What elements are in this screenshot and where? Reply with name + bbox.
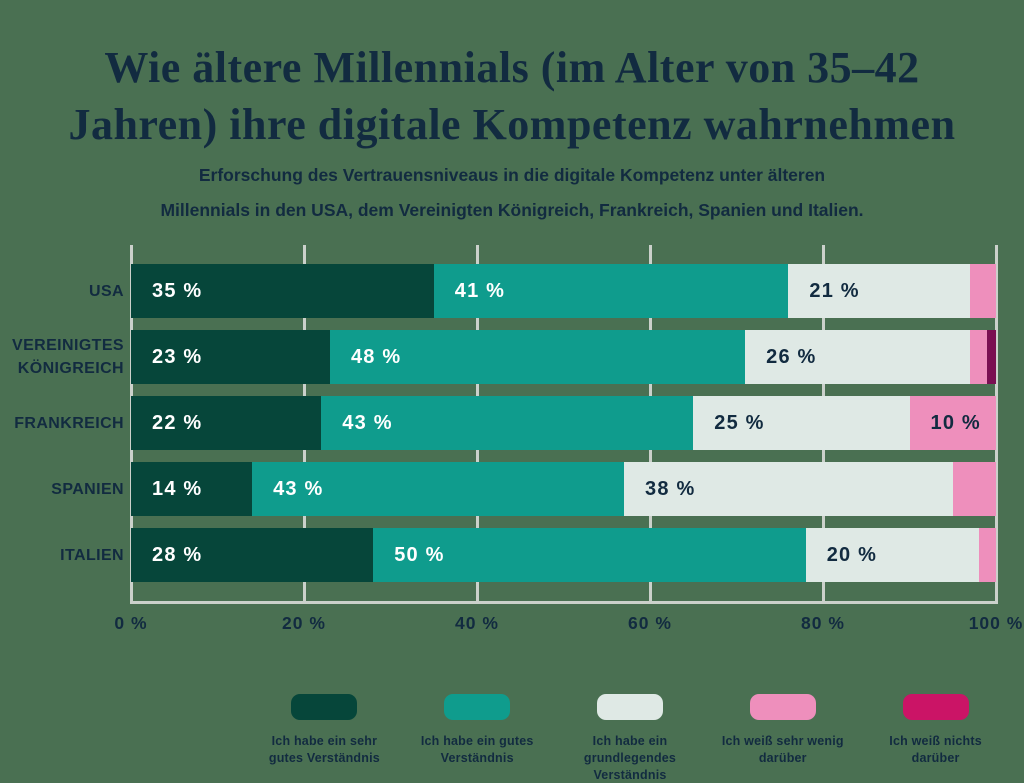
- legend-label-line: Ich habe ein gutes: [420, 734, 534, 748]
- chart-subtitle-line-2: Millennials in den USA, dem Vereinigten …: [160, 199, 864, 220]
- legend-label-line: Ich habe ein sehr: [271, 734, 378, 748]
- category-label-text: SPANIEN: [51, 480, 124, 498]
- bar-segment-spanien-ich-habe-ein-gutes-verst-ndnis: 43 %: [252, 462, 625, 516]
- legend-label-line: Ich weiß sehr wenig: [721, 734, 844, 748]
- value-label: 41 %: [454, 279, 506, 302]
- legend-item-ich-habe-ein-sehr-gutes-verst-ndnis: Ich habe ein sehr gutes Verständnis: [248, 694, 401, 783]
- chart-title-line-1: Wie ältere Millennials (im Alter von 35–…: [104, 43, 920, 93]
- bar-segment-frankreich-ich-habe-ein-gutes-verst-ndnis: 43 %: [321, 396, 694, 450]
- category-label-text: ITALIEN: [60, 546, 124, 564]
- legend-item-ich-habe-ein-grundlegendes-verst-ndnis: Ich habe ein grundlegendes Verständnis: [554, 694, 707, 783]
- legend-item-ich-wei-nichts-dar-ber: Ich weiß nichts darüber: [859, 694, 1012, 783]
- value-label: 28 %: [152, 543, 203, 566]
- value-label: 20 %: [826, 543, 878, 566]
- value-label: 21 %: [809, 279, 860, 302]
- x-tick-label-100: 100 %: [968, 613, 1024, 633]
- x-tick-label-40: 40 %: [455, 613, 499, 633]
- chart-subtitle-line-1: Erforschung des Vertrauensniveaus in die…: [198, 164, 826, 185]
- legend-label: Ich habe ein sehr gutes Verständnis: [269, 733, 380, 767]
- category-label-frankreich: FRANKREICH: [0, 396, 124, 450]
- category-label-usa: USA: [0, 264, 124, 318]
- legend-label-line: Verständnis: [593, 768, 667, 782]
- plot-area: 35 % 41 % 21 % 23 % 48 % 26 % 22 % 43 % 25 % 10 %…: [129, 245, 998, 604]
- value-label: 14 %: [152, 477, 203, 500]
- value-label: 43 %: [342, 411, 393, 434]
- legend-label-line: Verständnis: [440, 751, 514, 765]
- legend-swatch: [444, 694, 511, 720]
- x-tick-label-20: 20 %: [282, 613, 326, 633]
- legend-item-ich-habe-ein-gutes-verst-ndnis: Ich habe ein gutes Verständnis: [401, 694, 554, 783]
- category-label-vereinigtes-k-nigreich: VEREINIGTES KÖNIGREICH: [0, 330, 124, 384]
- category-label-text: FRANKREICH: [14, 414, 124, 432]
- bar-segment-vereinigtes-k-nigreich-ich-habe-ein-grundlegendes-verst-ndnis: 26 %: [745, 330, 971, 384]
- legend-label-line: darüber: [758, 751, 807, 765]
- bar-row-spanien: 14 % 43 % 38 %: [131, 462, 996, 516]
- bar-segment-frankreich-ich-wei-sehr-wenig-dar-ber: 10 %: [909, 396, 996, 450]
- value-label: 35 %: [152, 279, 203, 302]
- legend-swatch: [902, 694, 969, 720]
- value-label: 26 %: [766, 345, 817, 368]
- chart-title-line-2: Jahren) ihre digitale Kompetenz wahrnehm…: [68, 100, 956, 150]
- gridline-100: [994, 245, 998, 604]
- value-label: 43 %: [273, 477, 324, 500]
- value-label: 48 %: [350, 345, 402, 368]
- legend-swatch: [749, 694, 816, 720]
- bar-segment-italien-ich-habe-ein-grundlegendes-verst-ndnis: 20 %: [805, 528, 979, 582]
- legend-label-line: Ich weiß nichts: [889, 734, 982, 748]
- bar-segment-vereinigtes-k-nigreich-ich-habe-ein-gutes-verst-ndnis: 48 %: [329, 330, 746, 384]
- bar-row-usa: 35 % 41 % 21 %: [131, 264, 996, 318]
- category-label-italien: ITALIEN: [0, 528, 124, 582]
- legend-label: Ich habe ein gutes Verständnis: [421, 733, 534, 767]
- bar-segment-frankreich-ich-habe-ein-grundlegendes-verst-ndnis: 25 %: [693, 396, 910, 450]
- category-label-text: VEREINIGTES KÖNIGREICH: [12, 337, 124, 377]
- legend-label: Ich weiß nichts darüber: [889, 733, 982, 767]
- bar-segment-italien-ich-habe-ein-gutes-verst-ndnis: 50 %: [373, 528, 806, 582]
- value-label: 25 %: [714, 411, 765, 434]
- x-tick-label-0: 0 %: [114, 613, 148, 633]
- bar-row-vereinigtes-k-nigreich: 23 % 48 % 26 %: [131, 330, 996, 384]
- category-label-text: USA: [89, 282, 124, 300]
- bar-segment-vereinigtes-k-nigreich-ich-habe-ein-sehr-gutes-verst-ndnis: 23 %: [131, 330, 330, 384]
- bar-segment-usa-ich-habe-ein-sehr-gutes-verst-ndnis: 35 %: [131, 264, 434, 318]
- bar-row-italien: 28 % 50 % 20 %: [131, 528, 996, 582]
- legend-label-line: Ich habe ein: [592, 734, 668, 748]
- bar-segment-italien-ich-wei-sehr-wenig-dar-ber: [978, 528, 996, 582]
- bar-segment-spanien-ich-habe-ein-sehr-gutes-verst-ndnis: 14 %: [131, 462, 253, 516]
- value-label: 38 %: [645, 477, 696, 500]
- bar-segment-italien-ich-habe-ein-sehr-gutes-verst-ndnis: 28 %: [131, 528, 374, 582]
- legend-label-line: darüber: [911, 751, 960, 765]
- bar-segment-frankreich-ich-habe-ein-sehr-gutes-verst-ndnis: 22 %: [131, 396, 322, 450]
- legend: Ich habe ein sehr gutes Verständnis Ich ha…: [248, 694, 1012, 783]
- chart-subtitle: Erforschung des Vertrauensniveaus in die…: [0, 158, 1024, 228]
- legend-label-line: gutes Verständnis: [268, 751, 380, 765]
- legend-swatch: [596, 694, 663, 720]
- bar-segment-vereinigtes-k-nigreich-ich-wei-nichts-dar-ber: [987, 330, 996, 384]
- bar-segment-spanien-ich-habe-ein-grundlegendes-verst-ndnis: 38 %: [624, 462, 953, 516]
- value-label: 10 %: [930, 411, 981, 434]
- value-label: 22 %: [152, 411, 203, 434]
- bar-segment-usa-ich-wei-sehr-wenig-dar-ber: [970, 264, 996, 318]
- x-tick-label-60: 60 %: [628, 613, 672, 633]
- bar-segment-spanien-ich-wei-sehr-wenig-dar-ber: [952, 462, 996, 516]
- chart-title: Wie ältere Millennials (im Alter von 35–…: [0, 39, 1024, 153]
- bar-segment-usa-ich-habe-ein-gutes-verst-ndnis: 41 %: [433, 264, 789, 318]
- x-tick-label-80: 80 %: [801, 613, 845, 633]
- legend-label: Ich weiß sehr wenig darüber: [722, 733, 844, 767]
- bar-segment-usa-ich-habe-ein-grundlegendes-verst-ndnis: 21 %: [788, 264, 971, 318]
- value-label: 50 %: [394, 543, 445, 566]
- legend-label: Ich habe ein grundlegendes Verständnis: [584, 733, 676, 783]
- legend-item-ich-wei-sehr-wenig-dar-ber: Ich weiß sehr wenig darüber: [706, 694, 859, 783]
- bar-segment-vereinigtes-k-nigreich-ich-wei-sehr-wenig-dar-ber: [970, 330, 988, 384]
- legend-label-line: grundlegendes: [583, 751, 677, 765]
- bar-row-frankreich: 22 % 43 % 25 % 10 %: [131, 396, 996, 450]
- legend-swatch: [291, 694, 358, 720]
- category-label-spanien: SPANIEN: [0, 462, 124, 516]
- value-label: 23 %: [152, 345, 203, 368]
